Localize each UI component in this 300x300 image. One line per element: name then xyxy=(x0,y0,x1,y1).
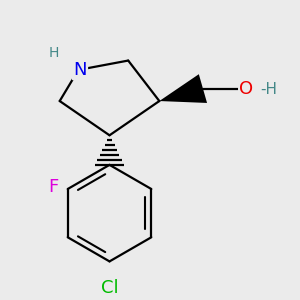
Text: O: O xyxy=(239,80,254,98)
Text: F: F xyxy=(49,178,59,196)
Polygon shape xyxy=(159,74,207,103)
Text: -H: -H xyxy=(260,82,278,97)
Text: N: N xyxy=(73,61,87,79)
Text: H: H xyxy=(48,46,59,60)
Text: Cl: Cl xyxy=(101,278,118,296)
